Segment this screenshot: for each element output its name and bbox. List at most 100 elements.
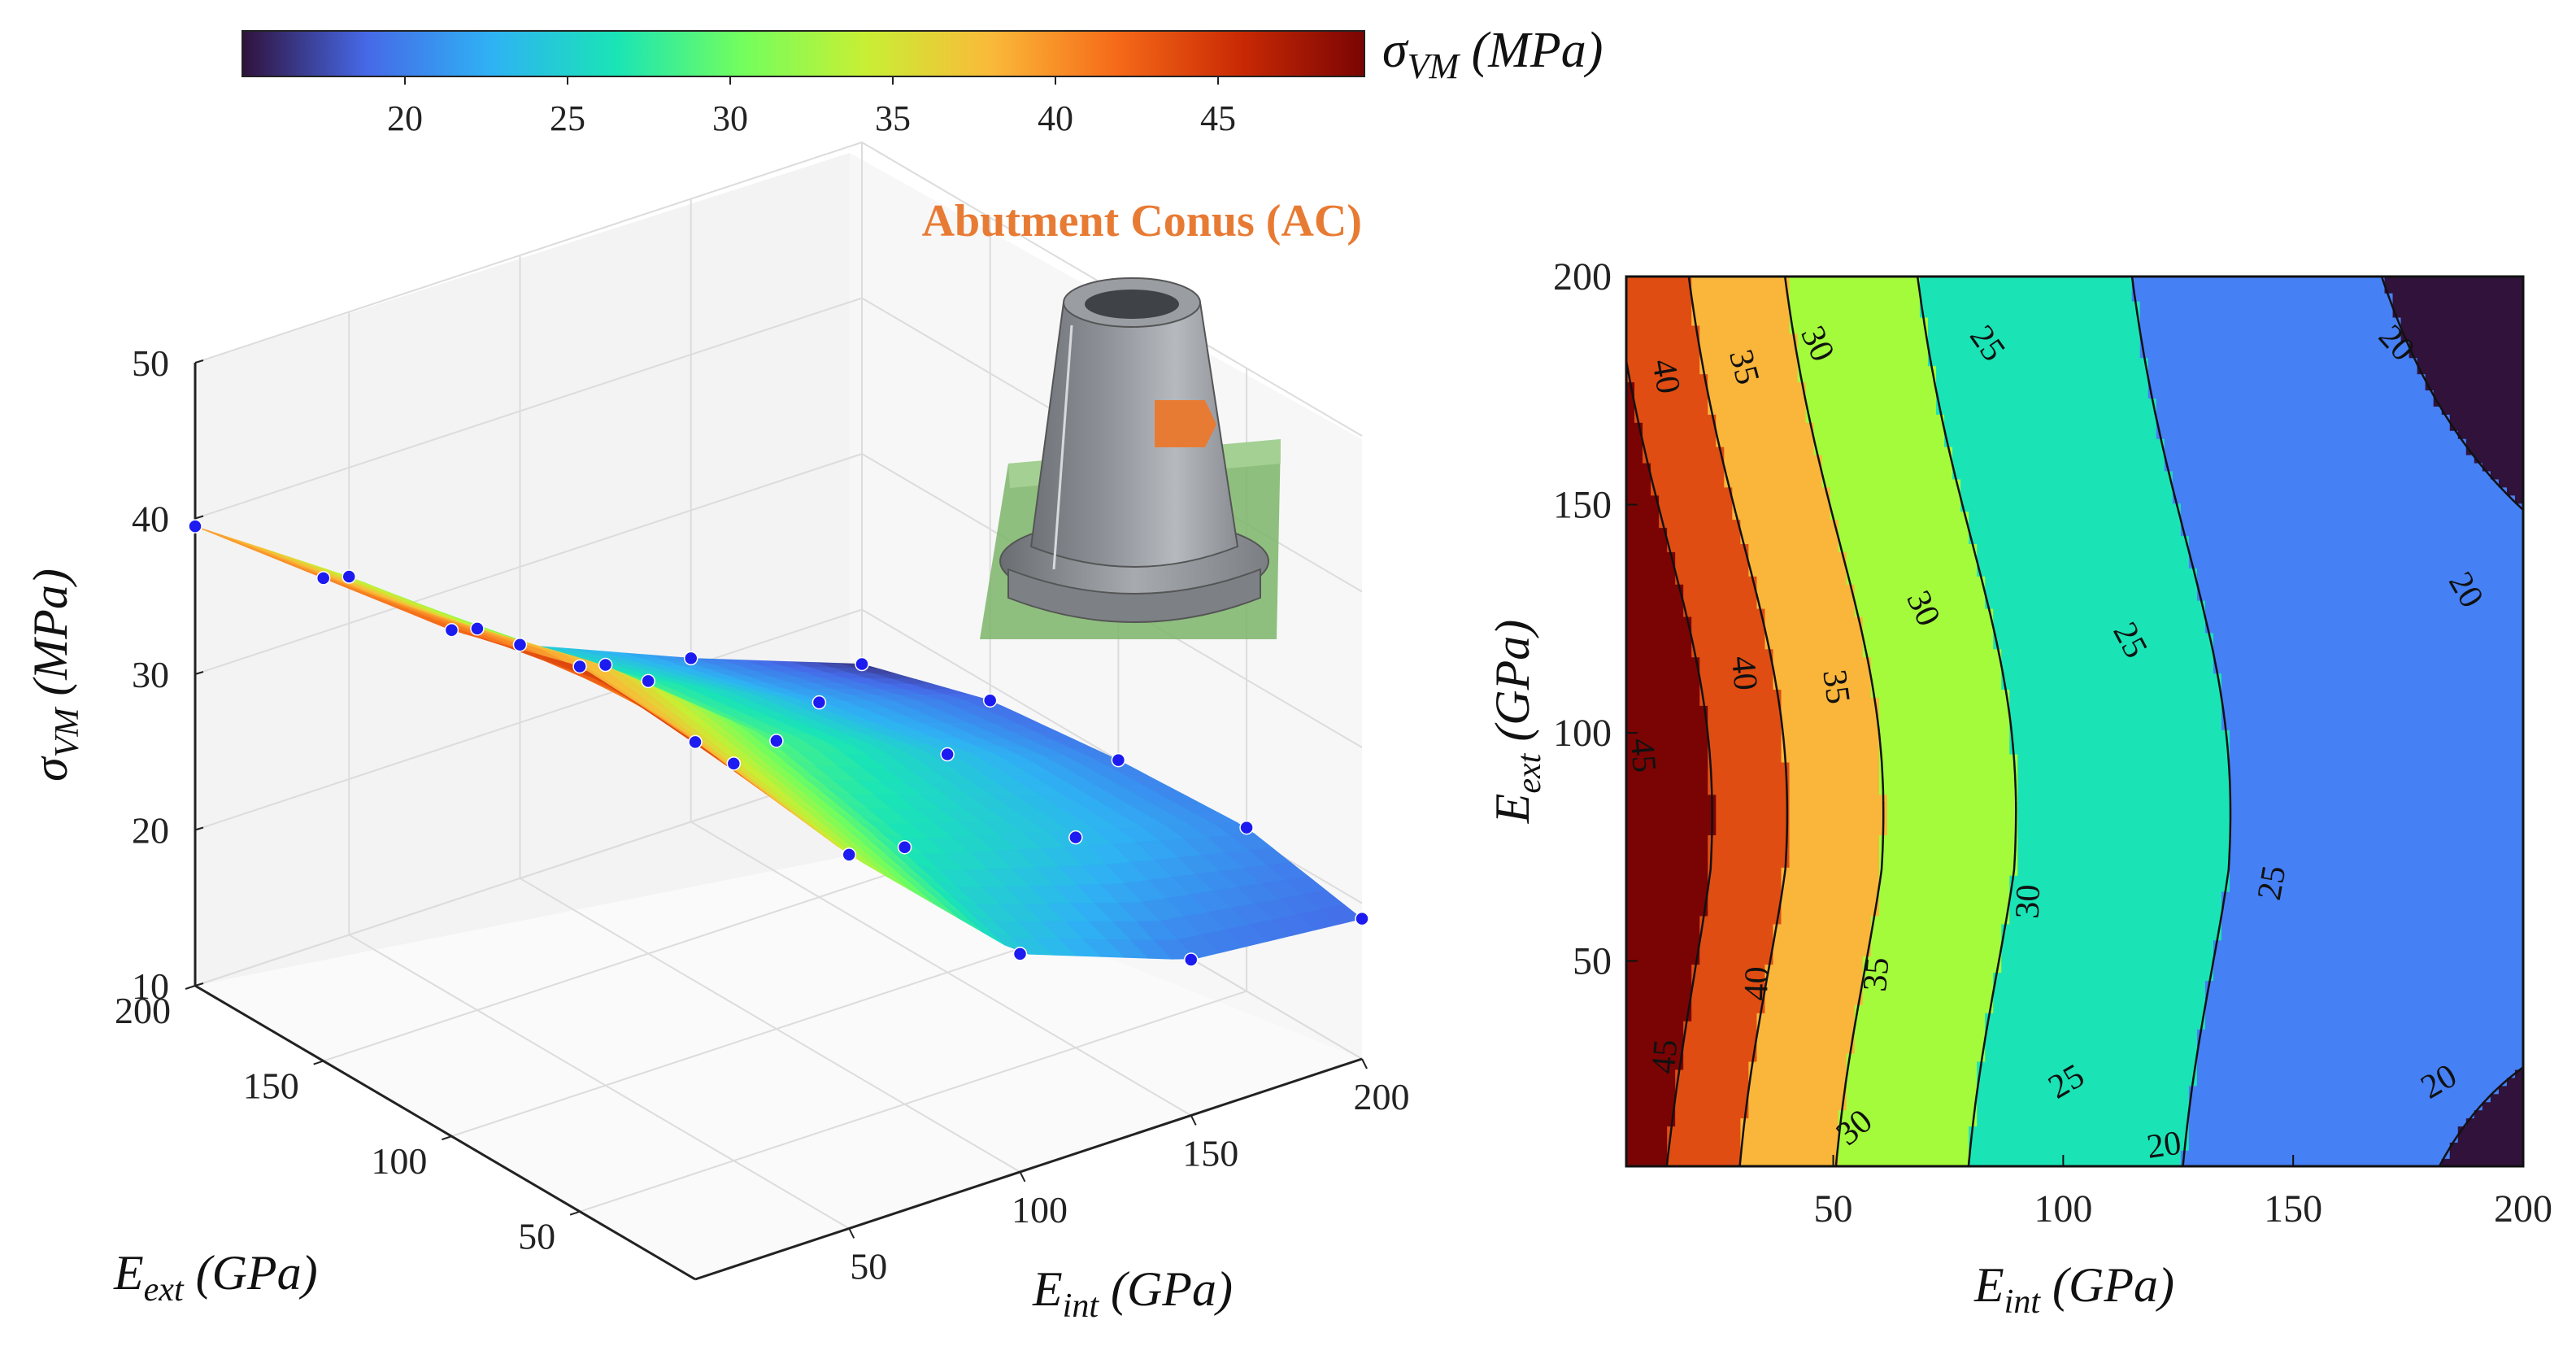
contour-cell <box>1667 834 1676 843</box>
contour-cell <box>1830 826 1839 836</box>
contour-cell <box>1748 414 1758 423</box>
contour-cell <box>1919 494 1929 504</box>
contour-cell <box>1911 778 1921 787</box>
contour-cell <box>1846 414 1856 423</box>
contour-cell <box>1724 1061 1734 1070</box>
contour-cell <box>1773 1004 1782 1013</box>
contour-cell <box>1911 478 1921 488</box>
contour-cell <box>1626 826 1635 836</box>
contour-cell <box>1797 292 1807 302</box>
contour-cell <box>1643 543 1651 552</box>
contour-cell <box>1699 357 1709 367</box>
contour-cell <box>1651 1093 1660 1103</box>
contour-cell <box>1683 357 1693 367</box>
contour-cell <box>1878 1052 1888 1062</box>
contour-cell <box>1626 1085 1635 1095</box>
contour-cell <box>1870 1085 1880 1095</box>
contour-cell <box>1846 980 1856 989</box>
contour-cell <box>1862 867 1872 876</box>
contour-cell <box>1740 794 1750 804</box>
contour-cell <box>1643 859 1651 868</box>
contour-cell <box>1854 390 1864 399</box>
contour-cell <box>1895 454 1904 464</box>
contour-cell <box>1797 616 1807 625</box>
contour-cell <box>1878 874 1888 884</box>
contour-cell <box>1659 478 1668 488</box>
contour-cell <box>1789 1069 1799 1078</box>
contour-cell <box>1870 923 1880 933</box>
contour-cell <box>1683 422 1693 431</box>
contour-cell <box>1854 673 1864 682</box>
contour-cell <box>1683 826 1693 836</box>
contour-cell <box>1821 745 1831 755</box>
contour-cell <box>1789 316 1799 326</box>
contour-cell <box>1773 470 1782 480</box>
contour-cell <box>1911 705 1921 714</box>
contour-cell <box>1895 1069 1904 1078</box>
contour-cell <box>1740 429 1750 439</box>
contour-cell <box>1911 568 1921 577</box>
contour-cell <box>1886 867 1896 876</box>
z-tick <box>194 359 204 364</box>
contour-cell <box>1886 494 1896 504</box>
contour-cell <box>1626 1150 1635 1159</box>
contour-cell <box>1911 1061 1921 1070</box>
contour-cell <box>1643 1101 1651 1111</box>
contour-cell <box>1716 697 1725 706</box>
contour-cell <box>1699 1061 1709 1070</box>
contour-cell <box>1675 867 1684 876</box>
contour-cell <box>1732 874 1742 884</box>
contour-cell <box>1821 381 1831 391</box>
contour-cell <box>1643 802 1651 812</box>
contour-cell <box>1838 486 1847 496</box>
contour-cell <box>1919 284 1929 294</box>
contour-cell <box>1862 843 1872 852</box>
contour-cell <box>1764 786 1774 795</box>
contour-cell <box>1830 673 1839 682</box>
contour-cell <box>1838 648 1847 658</box>
contour-cell <box>1683 575 1693 585</box>
contour-cell <box>1813 753 1823 763</box>
contour-cell <box>1886 656 1896 666</box>
contour-cell <box>1659 398 1668 407</box>
contour-cell <box>1683 470 1693 480</box>
contour-cell <box>1740 1142 1750 1151</box>
contour-cell <box>1886 874 1896 884</box>
contour-cell <box>1626 705 1635 714</box>
contour-cell <box>1870 543 1880 552</box>
contour-cell <box>1862 1069 1872 1078</box>
contour-cell <box>1919 429 1929 439</box>
contour-cell <box>1886 373 1896 383</box>
contour-cell <box>1740 843 1750 852</box>
contour-cell <box>1651 867 1660 876</box>
contour-cell <box>1764 1020 1774 1030</box>
contour-cell <box>1708 624 1717 634</box>
contour-cell <box>1862 705 1872 714</box>
contour-cell <box>1667 899 1676 908</box>
contour-cell <box>1675 1150 1684 1159</box>
contour-cell <box>1903 640 1912 650</box>
contour-cell <box>1781 527 1791 537</box>
contour-cell <box>1928 1134 1937 1143</box>
contour-cell <box>1903 834 1912 843</box>
contour-cell <box>1846 778 1856 787</box>
contour-cell <box>1789 478 1799 488</box>
contour-cell <box>1878 599 1888 609</box>
contour-cell <box>1626 527 1635 537</box>
contour-cell <box>1667 390 1676 399</box>
contour-cell <box>1797 874 1807 884</box>
contour-cell <box>1781 575 1791 585</box>
contour-cell <box>1797 713 1807 722</box>
contour-cell <box>1919 551 1929 560</box>
contour-cell <box>1911 1036 1921 1046</box>
contour-cell <box>1724 1093 1734 1103</box>
contour-cell <box>1764 357 1774 367</box>
contour-cell <box>1805 931 1815 941</box>
contour-cell <box>1699 1077 1709 1087</box>
contour-cell <box>1675 778 1684 787</box>
contour-cell <box>1724 486 1734 496</box>
contour-cell <box>1732 1036 1742 1046</box>
contour-cell <box>1732 470 1742 480</box>
contour-cell <box>1732 648 1742 658</box>
contour-cell <box>1813 867 1823 876</box>
